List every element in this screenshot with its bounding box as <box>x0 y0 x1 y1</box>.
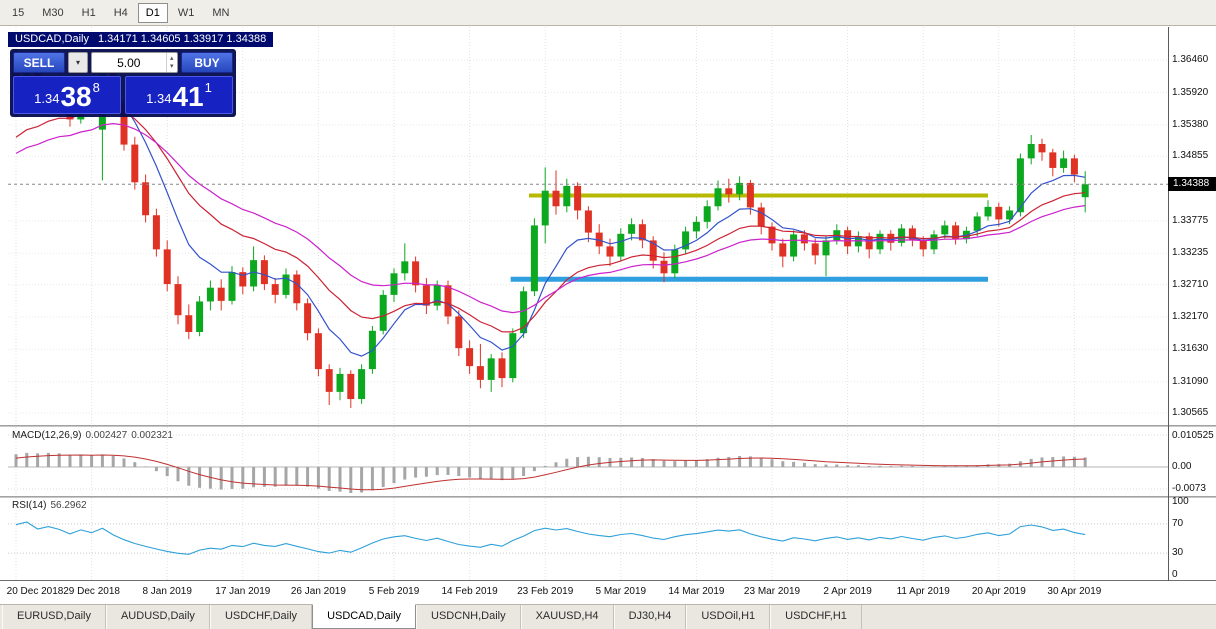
timeframe-toolbar: 15 M30 H1 H4 D1 W1 MN <box>0 0 1216 26</box>
timeframe-h4[interactable]: H4 <box>113 6 128 19</box>
time-axis-label: 11 Apr 2019 <box>896 586 950 597</box>
rsi-value: 56.2962 <box>50 500 87 511</box>
rsi-scale-label: 100 <box>1172 496 1189 507</box>
chart-symbol-period: USDCAD,Daily <box>15 33 89 45</box>
buy-price-prefix: 1.34 <box>146 91 172 106</box>
time-axis-label: 20 Apr 2019 <box>971 586 1026 597</box>
one-click-trading-panel: SELL ▾ ▴ ▾ BUY 1.34 38 8 1.34 41 <box>10 49 236 117</box>
trade-options-dropdown[interactable]: ▾ <box>68 52 88 73</box>
buy-price-main: 41 <box>172 81 204 112</box>
rsi-chart[interactable] <box>8 498 1168 580</box>
time-axis-label: 14 Mar 2019 <box>668 586 725 597</box>
price-scale-label: 1.34855 <box>1172 150 1209 162</box>
price-scale-label: 1.32710 <box>1172 278 1209 290</box>
macd-chart[interactable] <box>8 427 1168 496</box>
spin-up-icon[interactable]: ▴ <box>170 54 174 62</box>
lot-size-stepper[interactable]: ▴ ▾ <box>165 53 177 72</box>
pane-separator-rsi[interactable] <box>0 496 1216 498</box>
main-chart-pane[interactable] <box>8 27 1168 425</box>
time-axis-label: 8 Jan 2019 <box>142 586 192 597</box>
macd-scale-label: -0.0073 <box>1172 483 1206 494</box>
price-scale-label: 1.35380 <box>1172 118 1209 130</box>
chart-title: USDCAD,Daily 1.34171 1.34605 1.33917 1.3… <box>8 32 274 47</box>
sell-price-prefix: 1.34 <box>34 91 60 106</box>
timeframe-w1[interactable]: W1 <box>177 6 195 19</box>
timeframe-mn[interactable]: MN <box>212 6 230 19</box>
chart-tab-audusd-daily[interactable]: AUDUSD,Daily <box>105 605 210 629</box>
time-axis-label: 17 Jan 2019 <box>215 586 271 597</box>
price-scale-label: 1.33235 <box>1172 247 1209 259</box>
macd-label: MACD(12,26,9) 0.002427 0.002321 <box>12 430 173 441</box>
chart-tab-usdchf-h1[interactable]: USDCHF,H1 <box>770 605 862 629</box>
price-scale-label: 1.35920 <box>1172 86 1209 98</box>
chart-tab-usdcnh-daily[interactable]: USDCNH,Daily <box>416 605 521 629</box>
time-axis-label: 30 Apr 2019 <box>1047 586 1102 597</box>
chart-ohlc-values: 1.34171 1.34605 1.33917 1.34388 <box>97 33 267 45</box>
macd-main-value: 0.002427 <box>85 430 128 441</box>
pane-separator-macd[interactable] <box>0 425 1216 427</box>
rsi-indicator-pane[interactable] <box>8 498 1168 580</box>
rsi-scale-label: 70 <box>1172 518 1184 529</box>
macd-indicator-pane[interactable] <box>8 427 1168 496</box>
price-scale-label: 1.33775 <box>1172 214 1209 226</box>
price-scale-label: 1.30565 <box>1172 407 1209 419</box>
buy-price-pipette: 1 <box>204 80 212 95</box>
chart-tab-usdcad-daily[interactable]: USDCAD,Daily <box>312 604 417 629</box>
current-price-tag: 1.34388 <box>1168 177 1216 191</box>
lot-size-box: ▴ ▾ <box>91 52 178 73</box>
timeframe-15[interactable]: 15 <box>12 6 25 19</box>
price-scale-label: 1.32170 <box>1172 311 1209 323</box>
time-axis-label: 14 Feb 2019 <box>441 586 498 597</box>
time-axis-label: 5 Mar 2019 <box>595 586 647 597</box>
macd-signal-value: 0.002321 <box>131 430 173 441</box>
rsi-scale-label: 30 <box>1172 547 1184 558</box>
chevron-down-icon: ▾ <box>75 58 80 67</box>
macd-scale-label: 0.00 <box>1172 461 1192 472</box>
sell-price-main: 38 <box>60 81 92 112</box>
sell-button[interactable]: SELL <box>13 52 65 73</box>
buy-price-button[interactable]: 1.34 41 1 <box>125 76 233 114</box>
timeframe-d1[interactable]: D1 <box>137 2 168 23</box>
price-scale-label: 1.31630 <box>1172 343 1209 355</box>
chart-tab-usdoil-h1[interactable]: USDOil,H1 <box>686 605 771 629</box>
chart-tab-dj30-h4[interactable]: DJ30,H4 <box>613 605 687 629</box>
buy-button[interactable]: BUY <box>181 52 233 73</box>
rsi-name: RSI(14) <box>12 500 47 511</box>
sell-price-button[interactable]: 1.34 38 8 <box>13 76 121 114</box>
timeframe-h1[interactable]: H1 <box>81 6 96 19</box>
time-axis-label: 23 Feb 2019 <box>517 586 574 597</box>
chart-tab-eurusd-daily[interactable]: EURUSD,Daily <box>2 605 106 629</box>
macd-scale-label: 0.010525 <box>1172 430 1214 441</box>
time-axis-label: 2 Apr 2019 <box>823 586 872 597</box>
chart-tab-xauusd-h4[interactable]: XAUUSD,H4 <box>520 605 614 629</box>
time-axis-line <box>0 580 1216 581</box>
candlestick-chart[interactable] <box>8 27 1168 425</box>
spin-down-icon[interactable]: ▾ <box>170 62 174 70</box>
time-axis-label: 29 Dec 2018 <box>63 586 120 597</box>
lot-size-input[interactable] <box>92 53 166 72</box>
price-scale-divider[interactable] <box>1168 27 1169 581</box>
timeframe-m30[interactable]: M30 <box>42 6 64 19</box>
price-scale-label: 1.31090 <box>1172 375 1209 387</box>
chart-tab-usdchf-daily[interactable]: USDCHF,Daily <box>209 605 313 629</box>
time-axis-label: 23 Mar 2019 <box>743 586 801 597</box>
rsi-scale-label: 0 <box>1172 569 1178 580</box>
time-axis-label: 20 Dec 2018 <box>6 586 64 597</box>
time-axis-label: 26 Jan 2019 <box>290 586 346 597</box>
price-scale-label: 1.36460 <box>1172 54 1209 66</box>
sell-price-pipette: 8 <box>92 80 100 95</box>
symbol-tabbar: EURUSD,Daily AUDUSD,Daily USDCHF,Daily USDC… <box>0 604 1216 629</box>
rsi-label: RSI(14) 56.2962 <box>12 500 87 511</box>
macd-name: MACD(12,26,9) <box>12 430 82 441</box>
time-axis-label: 5 Feb 2019 <box>368 586 420 597</box>
